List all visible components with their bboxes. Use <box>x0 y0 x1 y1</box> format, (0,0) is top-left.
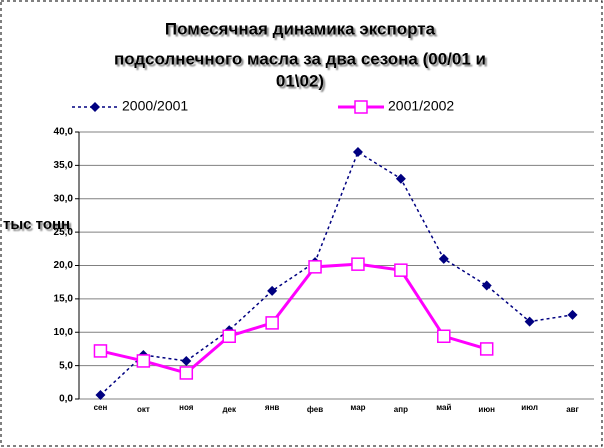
x-tick-label: июл <box>521 403 538 412</box>
marker <box>394 263 408 277</box>
marker <box>351 257 365 271</box>
x-tick-label: ноя <box>179 403 194 412</box>
title-group: Помесячная динамика экспорта подсолнечно… <box>114 19 486 90</box>
chart-title: Помесячная динамика экспорта <box>165 19 436 38</box>
y-tick-label: 30,0 <box>54 193 74 204</box>
y-tick-label: 10,0 <box>54 327 74 338</box>
marker <box>479 342 494 356</box>
marker <box>567 309 578 320</box>
marker <box>481 280 492 291</box>
x-tick-label: фев <box>307 405 323 414</box>
x-tick-label: янв <box>265 403 280 412</box>
marker <box>524 316 535 327</box>
marker <box>438 253 449 264</box>
marker <box>267 285 278 296</box>
series-line <box>100 262 488 375</box>
legend-marker <box>90 102 100 112</box>
x-tick-label: авг <box>566 405 579 414</box>
legend-label: 2001/2002 <box>388 98 454 114</box>
marker <box>222 329 236 344</box>
y-tick-label: 40,0 <box>54 127 74 138</box>
legend-marker <box>354 100 368 114</box>
y-tick-label: 0,0 <box>59 394 73 405</box>
marker <box>437 329 451 344</box>
marker <box>265 316 279 330</box>
legend-label: 2000/2001 <box>122 98 188 114</box>
y-tick-label: 25,0 <box>54 227 74 238</box>
x-tick-label: апр <box>394 405 408 414</box>
chart-title: 01\02) <box>276 71 324 90</box>
series-line <box>99 150 573 396</box>
x-tick-label: мар <box>350 403 365 412</box>
x-tick-label: дек <box>222 405 237 414</box>
y-tick-label: 20,0 <box>54 260 74 271</box>
marker <box>93 344 108 358</box>
marker <box>136 354 151 368</box>
y-tick-label: 5,0 <box>59 360 73 371</box>
marker <box>181 355 192 366</box>
y-tick-label: 35,0 <box>54 160 74 171</box>
chart-title: подсолнечного масла за два сезона (00/01… <box>114 49 486 68</box>
y-tick-label: 15,0 <box>54 294 74 305</box>
marker <box>352 147 363 158</box>
marker <box>308 260 322 274</box>
x-tick-label: июн <box>478 405 495 414</box>
marker <box>95 389 106 400</box>
x-tick-label: сен <box>94 403 108 412</box>
y-axis-label: тыс тонн <box>3 216 70 233</box>
x-tick-label: окт <box>137 405 150 414</box>
marker <box>395 173 406 184</box>
x-tick-label: май <box>436 403 451 412</box>
marker <box>179 366 194 380</box>
